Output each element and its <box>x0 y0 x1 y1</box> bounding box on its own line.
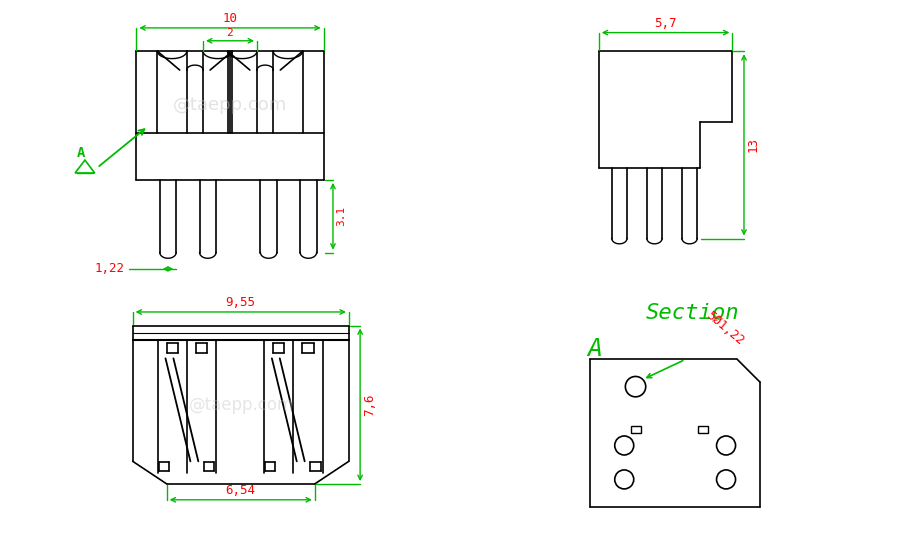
Text: 13: 13 <box>746 137 759 152</box>
Text: 3.1: 3.1 <box>335 206 346 226</box>
Bar <box>630 426 640 433</box>
Text: 2: 2 <box>226 28 233 38</box>
Text: 7,6: 7,6 <box>362 394 376 416</box>
Text: 5,7: 5,7 <box>653 17 676 30</box>
Text: @taepp.com: @taepp.com <box>173 96 287 114</box>
Bar <box>698 426 708 433</box>
Text: 6,54: 6,54 <box>225 484 255 497</box>
Text: A: A <box>586 337 602 361</box>
Text: @taepp.com: @taepp.com <box>188 396 293 414</box>
Text: Section: Section <box>644 303 738 323</box>
Text: 5Ø1,22: 5Ø1,22 <box>703 309 745 348</box>
Text: 1,22: 1,22 <box>94 262 124 275</box>
Text: 9,55: 9,55 <box>225 296 255 309</box>
Text: A: A <box>77 146 85 160</box>
Text: 10: 10 <box>222 12 237 25</box>
